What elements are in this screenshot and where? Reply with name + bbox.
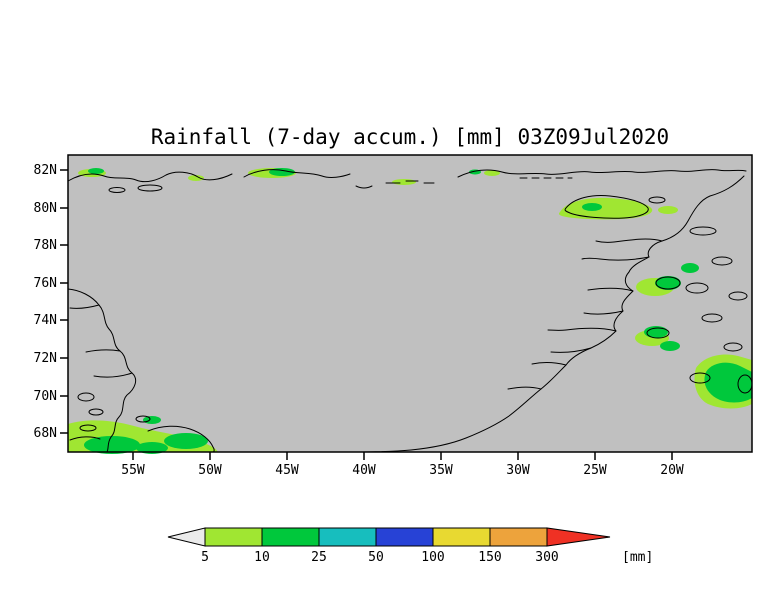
colorbar-level-label: 50: [368, 550, 384, 565]
colorbar-level-label: 300: [535, 550, 558, 565]
colorbar-segment-150-300: [489, 527, 548, 547]
rainfall-shading-10-25mm: [84, 168, 752, 454]
lat-label: 78N: [34, 238, 57, 253]
colorbar-unit-label: [mm]: [622, 550, 653, 565]
colorbar: [167, 527, 611, 547]
lat-ticks: [60, 169, 68, 434]
chart-title: Rainfall (7-day accum.) [mm] 03Z09Jul202…: [151, 125, 669, 149]
colorbar-labels: 5 10 25 50 100 150 300 [mm]: [201, 550, 653, 565]
plot-frame: [67, 154, 753, 453]
colorbar-segment-50-100: [375, 527, 434, 547]
colorbar-level-label: 10: [254, 550, 270, 565]
colorbar-segment-10-25: [261, 527, 320, 547]
lat-label: 74N: [34, 313, 57, 328]
colorbar-segment-100-150: [432, 527, 491, 547]
colorbar-segment-25-50: [318, 527, 377, 547]
lon-ticks: [132, 452, 673, 460]
colorbar-level-label: 150: [478, 550, 501, 565]
lon-label: 45W: [275, 463, 299, 478]
lon-label: 50W: [198, 463, 222, 478]
colorbar-segment-5-10: [204, 527, 263, 547]
lat-label: 72N: [34, 351, 57, 366]
colorbar-right-arrow: [546, 527, 611, 547]
lat-label: 70N: [34, 389, 57, 404]
colorbar-level-label: 100: [421, 550, 444, 565]
lon-label: 35W: [429, 463, 453, 478]
lon-label: 25W: [583, 463, 607, 478]
lon-label: 30W: [506, 463, 530, 478]
lon-label: 55W: [121, 463, 145, 478]
lon-label: 20W: [660, 463, 684, 478]
coastlines: [67, 169, 753, 453]
lat-label: 82N: [34, 163, 57, 178]
lon-label: 40W: [352, 463, 376, 478]
lat-label: 68N: [34, 426, 57, 441]
colorbar-level-label: 25: [311, 550, 327, 565]
lat-axis-labels: 82N 80N 78N 76N 74N 72N 70N 68N: [34, 163, 57, 441]
colorbar-level-label: 5: [201, 550, 209, 565]
lon-axis-labels: 55W 50W 45W 40W 35W 30W 25W 20W: [121, 463, 684, 478]
lat-label: 76N: [34, 276, 57, 291]
colorbar-left-arrow: [167, 527, 206, 547]
lat-label: 80N: [34, 201, 57, 216]
